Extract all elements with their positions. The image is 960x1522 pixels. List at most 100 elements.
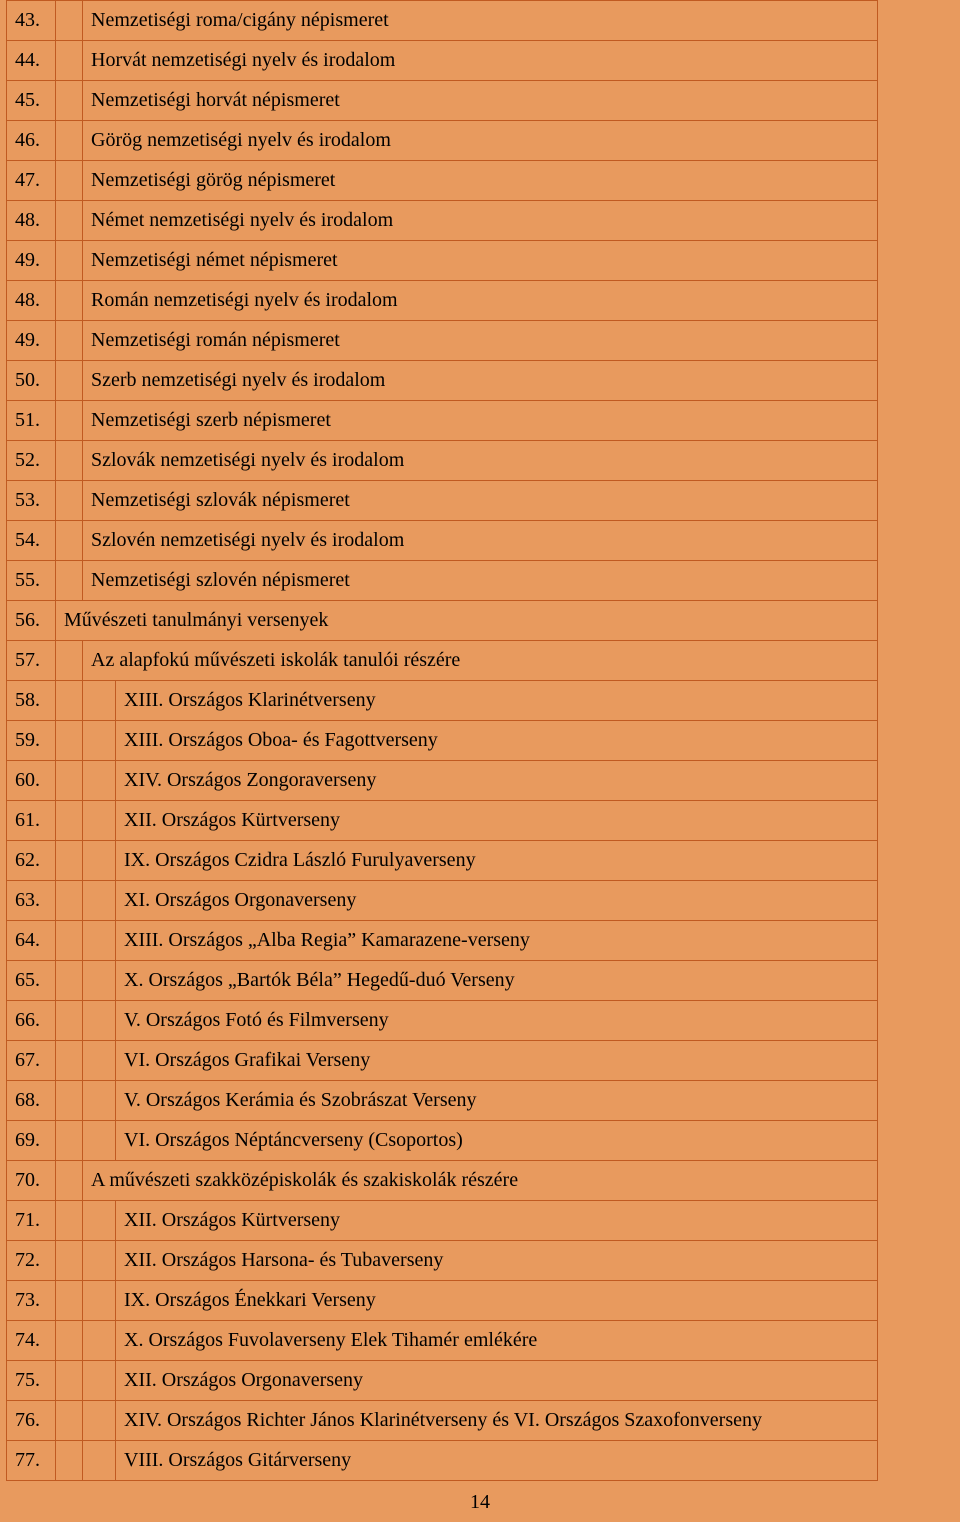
indent-spacer <box>56 81 83 121</box>
indent-spacer <box>56 721 83 761</box>
indent-spacer <box>83 1241 116 1281</box>
row-text: VIII. Országos Gitárverseny <box>116 1441 878 1481</box>
row-number: 47. <box>7 161 56 201</box>
row-text: IX. Országos Énekkari Verseny <box>116 1281 878 1321</box>
table-row: 75. XII. Országos Orgonaverseny <box>7 1361 878 1401</box>
indent-spacer <box>56 841 83 881</box>
table-row: 61.XII. Országos Kürtverseny <box>7 801 878 841</box>
row-text: XIV. Országos Richter János Klarinétvers… <box>116 1401 878 1441</box>
row-number: 64. <box>7 921 56 961</box>
indent-spacer <box>56 921 83 961</box>
row-number: 53. <box>7 481 56 521</box>
table-row: 55.Nemzetiségi szlovén népismeret <box>7 561 878 601</box>
row-number: 72. <box>7 1241 56 1281</box>
indent-spacer <box>56 401 83 441</box>
row-text: XIV. Országos Zongoraverseny <box>116 761 878 801</box>
row-number: 74. <box>7 1321 56 1361</box>
table-row: 76.XIV. Országos Richter János Klarinétv… <box>7 1401 878 1441</box>
indent-spacer <box>56 1361 83 1401</box>
row-text: A művészeti szakközépiskolák és szakisko… <box>83 1161 878 1201</box>
row-number: 59. <box>7 721 56 761</box>
indent-spacer <box>56 761 83 801</box>
row-text: Az alapfokú művészeti iskolák tanulói ré… <box>83 641 878 681</box>
row-text: XII. Országos Harsona- és Tubaverseny <box>116 1241 878 1281</box>
table-row: 64.XIII. Országos „Alba Regia” Kamarazen… <box>7 921 878 961</box>
indent-spacer <box>56 281 83 321</box>
row-text: X. Országos „Bartók Béla” Hegedű-duó Ver… <box>116 961 878 1001</box>
row-text: IX. Országos Czidra László Furulyaversen… <box>116 841 878 881</box>
row-number: 48. <box>7 201 56 241</box>
indent-spacer <box>56 561 83 601</box>
indent-spacer <box>56 481 83 521</box>
indent-spacer <box>56 1081 83 1121</box>
row-number: 69. <box>7 1121 56 1161</box>
row-number: 61. <box>7 801 56 841</box>
row-number: 75. <box>7 1361 56 1401</box>
row-number: 63. <box>7 881 56 921</box>
row-text: V. Országos Fotó és Filmverseny <box>116 1001 878 1041</box>
indent-spacer <box>56 1001 83 1041</box>
indent-spacer <box>83 1281 116 1321</box>
indent-spacer <box>83 681 116 721</box>
table-row: 47. Nemzetiségi görög népismeret <box>7 161 878 201</box>
row-text: X. Országos Fuvolaverseny Elek Tihamér e… <box>116 1321 878 1361</box>
table-row: 62.IX. Országos Czidra László Furulyaver… <box>7 841 878 881</box>
row-number: 60. <box>7 761 56 801</box>
row-number: 77. <box>7 1441 56 1481</box>
row-number: 51. <box>7 401 56 441</box>
table-row: 43.Nemzetiségi roma/cigány népismeret <box>7 1 878 41</box>
indent-spacer <box>56 1441 83 1481</box>
indent-spacer <box>83 1081 116 1121</box>
table-row: 48.Román nemzetiségi nyelv és irodalom <box>7 281 878 321</box>
row-number: 44. <box>7 41 56 81</box>
indent-spacer <box>56 641 83 681</box>
indent-spacer <box>83 1441 116 1481</box>
table-row: 44.Horvát nemzetiségi nyelv és irodalom <box>7 41 878 81</box>
indent-spacer <box>56 201 83 241</box>
table-row: 49.Nemzetiségi román népismeret <box>7 321 878 361</box>
table-row: 54.Szlovén nemzetiségi nyelv és irodalom <box>7 521 878 561</box>
row-text: Nemzetiségi roma/cigány népismeret <box>83 1 878 41</box>
page-wrap: 43.Nemzetiségi roma/cigány népismeret44.… <box>0 0 960 1522</box>
table-row: 52.Szlovák nemzetiségi nyelv és irodalom <box>7 441 878 481</box>
row-text: Nemzetiségi szerb népismeret <box>83 401 878 441</box>
indent-spacer <box>56 441 83 481</box>
indent-spacer <box>56 1 83 41</box>
indent-spacer <box>83 761 116 801</box>
row-text: Nemzetiségi szlovák népismeret <box>83 481 878 521</box>
table-row: 68.V. Országos Kerámia és Szobrászat Ver… <box>7 1081 878 1121</box>
indent-spacer <box>83 881 116 921</box>
row-number: 49. <box>7 241 56 281</box>
table-row: 70.A művészeti szakközépiskolák és szaki… <box>7 1161 878 1201</box>
indent-spacer <box>83 1001 116 1041</box>
indent-spacer <box>83 921 116 961</box>
row-text: Nemzetiségi német népismeret <box>83 241 878 281</box>
row-number: 67. <box>7 1041 56 1081</box>
table-row: 51. Nemzetiségi szerb népismeret <box>7 401 878 441</box>
table-row: 59.XIII. Országos Oboa- és Fagottverseny <box>7 721 878 761</box>
indent-spacer <box>56 1281 83 1321</box>
table-row: 56.Művészeti tanulmányi versenyek <box>7 601 878 641</box>
row-text: V. Országos Kerámia és Szobrászat Versen… <box>116 1081 878 1121</box>
indent-spacer <box>83 961 116 1001</box>
row-number: 55. <box>7 561 56 601</box>
row-text: VI. Országos Grafikai Verseny <box>116 1041 878 1081</box>
indent-spacer <box>83 1321 116 1361</box>
indent-spacer <box>56 1401 83 1441</box>
row-text: XIII. Országos Klarinétverseny <box>116 681 878 721</box>
table-row: 77. VIII. Országos Gitárverseny <box>7 1441 878 1481</box>
row-text: Szlovák nemzetiségi nyelv és irodalom <box>83 441 878 481</box>
row-text: Nemzetiségi görög népismeret <box>83 161 878 201</box>
row-text: XII. Országos Orgonaverseny <box>116 1361 878 1401</box>
row-number: 66. <box>7 1001 56 1041</box>
table-row: 74. X. Országos Fuvolaverseny Elek Tihamé… <box>7 1321 878 1361</box>
table-row: 58.XIII. Országos Klarinétverseny <box>7 681 878 721</box>
table-row: 48.Német nemzetiségi nyelv és irodalom <box>7 201 878 241</box>
table-row: 57.Az alapfokú művészeti iskolák tanulói… <box>7 641 878 681</box>
indent-spacer <box>56 361 83 401</box>
indent-spacer <box>56 1241 83 1281</box>
indent-spacer <box>56 321 83 361</box>
indent-spacer <box>56 1161 83 1201</box>
row-number: 50. <box>7 361 56 401</box>
table-row: 71.XII. Országos Kürtverseny <box>7 1201 878 1241</box>
